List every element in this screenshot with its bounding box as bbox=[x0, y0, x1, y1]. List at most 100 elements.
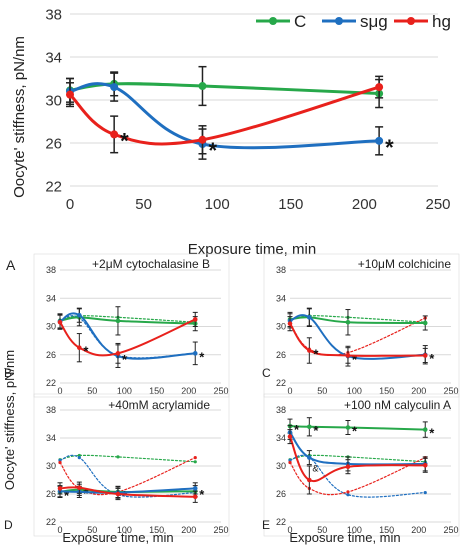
y-tick-label: 26 bbox=[46, 489, 56, 499]
y-tick-label: 38 bbox=[276, 405, 286, 415]
data-point-sμg bbox=[192, 351, 198, 356]
significance-star: * bbox=[199, 487, 205, 502]
significance-star: * bbox=[208, 138, 217, 163]
legend-marker-hg bbox=[407, 17, 415, 25]
y-tick-label: 30 bbox=[46, 322, 56, 332]
x-tick-label: 100 bbox=[117, 525, 132, 535]
series-line-hg bbox=[59, 486, 197, 498]
y-tick-label: 26 bbox=[45, 135, 62, 152]
x-tick-label: 50 bbox=[87, 386, 97, 396]
series-line-sμg bbox=[289, 314, 427, 360]
data-point-C bbox=[193, 460, 197, 464]
panel-a-xlabel: Exposure time, min bbox=[188, 241, 316, 258]
significance-mark: & bbox=[312, 464, 318, 474]
series-line-sμg bbox=[289, 454, 426, 498]
y-tick-label: 38 bbox=[276, 265, 286, 275]
data-point-hg bbox=[192, 494, 198, 500]
data-point-hg bbox=[58, 460, 62, 465]
y-tick-label: 34 bbox=[276, 293, 286, 303]
series-line-hg bbox=[289, 457, 426, 496]
series-line-sμg bbox=[59, 312, 197, 360]
series-line-sμg bbox=[59, 487, 197, 494]
x-tick-label: 200 bbox=[181, 386, 196, 396]
data-point-hg bbox=[307, 477, 312, 483]
series-line-hg bbox=[289, 322, 427, 357]
y-tick-label: 30 bbox=[276, 322, 286, 332]
series-line-hg bbox=[59, 457, 196, 496]
x-tick-label: 250 bbox=[213, 386, 228, 396]
y-tick-label: 26 bbox=[46, 350, 56, 360]
x-tick-label: 0 bbox=[57, 525, 62, 535]
legend-marker-C bbox=[269, 17, 277, 25]
x-tick-label: 100 bbox=[347, 386, 362, 396]
data-point-C bbox=[116, 455, 120, 459]
y-tick-label: 30 bbox=[276, 461, 286, 471]
y-tick-label: 22 bbox=[45, 178, 62, 195]
data-point-hg bbox=[192, 317, 198, 322]
panel-a-ylabel: Oocyte' stiffness, pN/nm bbox=[11, 36, 28, 198]
series-line-hg bbox=[68, 85, 381, 146]
x-tick-label: 200 bbox=[411, 525, 426, 535]
x-tick-label: 200 bbox=[352, 196, 377, 213]
data-point-hg bbox=[110, 130, 119, 139]
panel-title: +100 nM calyculin A bbox=[344, 398, 451, 412]
panel-title: +2μM cytochalasine B bbox=[92, 257, 210, 271]
y-tick-label: 30 bbox=[46, 461, 56, 471]
x-tick-label: 250 bbox=[213, 525, 228, 535]
data-point-hg bbox=[307, 348, 312, 353]
series-line-C bbox=[289, 316, 427, 324]
data-point-C bbox=[422, 427, 428, 432]
data-point-sμg bbox=[77, 312, 82, 318]
data-point-C bbox=[307, 424, 312, 430]
data-point-sμg bbox=[423, 490, 427, 495]
data-point-sμg bbox=[307, 315, 312, 320]
panel-frame bbox=[33, 393, 230, 537]
y-tick-label: 26 bbox=[276, 489, 286, 499]
panel-a-chart: 22 26 30 34 38 0 50 100 150 200 250 * * * bbox=[45, 6, 450, 213]
x-tick-label: 100 bbox=[347, 525, 362, 535]
series-line-C bbox=[289, 425, 427, 431]
panel-d-xlabel: Exposure time, min bbox=[62, 530, 173, 545]
x-tick-label: 250 bbox=[443, 386, 458, 396]
y-tick-label: 26 bbox=[276, 350, 286, 360]
data-point-hg bbox=[198, 135, 207, 144]
y-tick-label: 22 bbox=[46, 517, 56, 527]
significance-star: * bbox=[64, 488, 70, 503]
significance-star: * bbox=[385, 135, 394, 160]
panel-frame bbox=[263, 253, 460, 398]
significance-star: * bbox=[294, 422, 300, 437]
x-tick-label: 150 bbox=[149, 525, 164, 535]
x-tick-label: 50 bbox=[317, 525, 327, 535]
legend-label-hg: hg bbox=[432, 12, 451, 31]
x-tick-label: 0 bbox=[57, 386, 62, 396]
data-point-hg bbox=[346, 490, 350, 494]
significance-star: * bbox=[83, 344, 89, 359]
data-point-hg bbox=[57, 319, 63, 325]
panel-label: B bbox=[4, 366, 12, 380]
data-point-hg bbox=[345, 464, 351, 470]
y-tick-label: 30 bbox=[45, 92, 62, 109]
x-tick-label: 200 bbox=[181, 525, 196, 535]
panel-a-label: A bbox=[6, 257, 16, 273]
panel-label: D bbox=[4, 518, 13, 532]
x-tick-label: 250 bbox=[443, 525, 458, 535]
x-tick-label: 100 bbox=[205, 196, 230, 213]
x-tick-label: 50 bbox=[135, 196, 152, 213]
panel-title: +40mM acrylamide bbox=[108, 398, 210, 412]
series-line-C bbox=[59, 316, 197, 325]
significance-star: * bbox=[313, 347, 319, 362]
y-tick-label: 38 bbox=[46, 265, 56, 275]
data-point-hg bbox=[287, 434, 293, 439]
y-tick-label: 38 bbox=[46, 405, 56, 415]
panel-title: +10μM colchicine bbox=[358, 257, 452, 271]
shared-ylabel: Oocyte' stiffness, pN/nm bbox=[2, 350, 17, 490]
x-tick-label: 150 bbox=[149, 386, 164, 396]
data-point-hg bbox=[375, 83, 384, 92]
x-tick-label: 0 bbox=[287, 386, 292, 396]
data-point-sμg bbox=[346, 493, 350, 497]
panel-b-chart: 22 26 30 34 38 0 50 100 150 200 250 B +2μM cytochala… bbox=[4, 253, 230, 398]
significance-star: * bbox=[199, 349, 205, 364]
x-tick-label: 250 bbox=[425, 196, 450, 213]
significance-star: * bbox=[352, 424, 358, 439]
